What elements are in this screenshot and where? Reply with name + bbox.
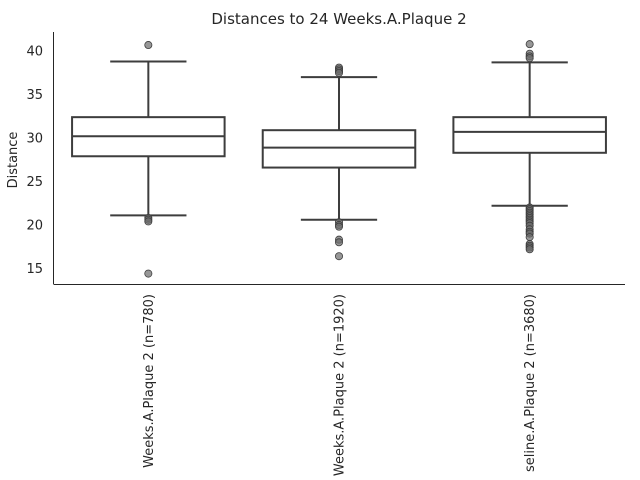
y-tick-label: 30 (26, 132, 43, 147)
outlier-point (334, 222, 343, 231)
outlier-point (525, 54, 534, 63)
y-tick-label: 15 (26, 262, 43, 277)
outlier-point (525, 245, 534, 254)
outlier-point (334, 68, 343, 77)
y-tick-label: 35 (26, 88, 43, 103)
outlier-point (144, 41, 153, 50)
outlier-point (334, 252, 343, 261)
outlier-point (525, 233, 534, 242)
x-tick-label: Weeks.A.Plaque 2 (n=1920) (333, 294, 348, 476)
outlier-point (144, 217, 153, 226)
y-tick-label: 40 (26, 45, 43, 60)
box-group (452, 40, 607, 254)
y-tick-label: 25 (26, 175, 43, 190)
y-tick-label: 20 (26, 218, 43, 233)
boxes (71, 40, 607, 278)
x-tick-label: Weeks.A.Plaque 2 (n=780) (142, 294, 157, 468)
y-axis-label: Distance (6, 132, 21, 189)
box-group (261, 63, 417, 261)
x-tick-label: seline.A.Plaque 2 (n=3680) (523, 294, 538, 472)
y-tick-labels: 15 20 25 30 35 40 (26, 45, 43, 277)
iqr-box (452, 116, 607, 154)
iqr-box (261, 129, 417, 169)
outlier-point (144, 269, 153, 278)
box-group (71, 41, 226, 278)
outlier-point (334, 238, 343, 247)
chart-title: Distances to 24 Weeks.A.Plaque 2 (211, 10, 466, 28)
outlier-point (525, 40, 534, 49)
x-tick-labels: Weeks.A.Plaque 2 (n=780) Weeks.A.Plaque 2… (142, 294, 538, 476)
